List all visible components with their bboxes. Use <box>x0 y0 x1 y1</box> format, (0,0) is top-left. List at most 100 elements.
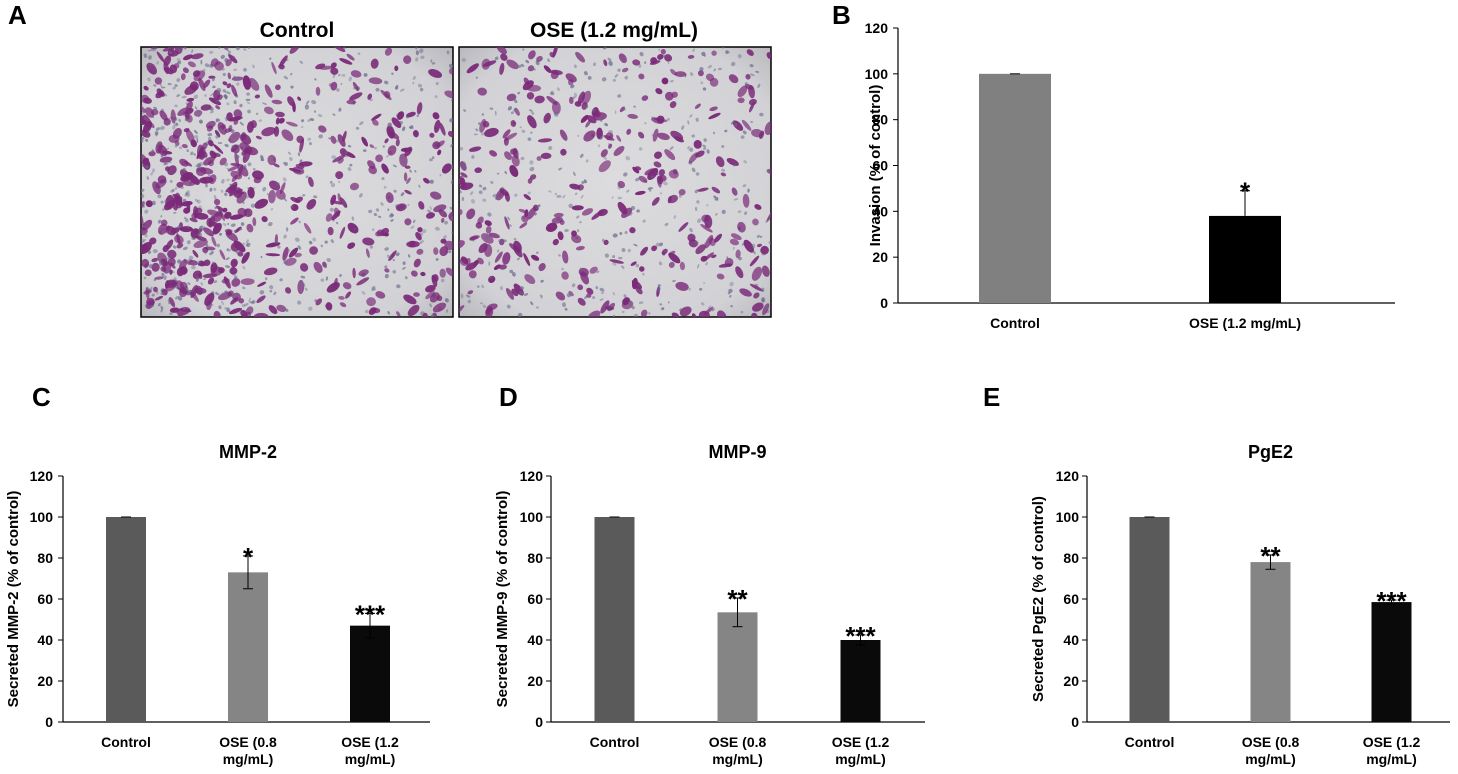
stained-cell <box>392 164 397 168</box>
stained-cell <box>176 58 181 62</box>
stained-cell <box>160 215 163 218</box>
stained-cell <box>202 142 208 150</box>
stained-cell <box>560 148 567 156</box>
stained-cell <box>543 112 551 124</box>
stained-cell <box>480 132 485 136</box>
stained-cell <box>485 225 492 234</box>
stained-cell <box>434 226 440 231</box>
stained-cell <box>263 106 274 115</box>
stained-cell <box>413 292 420 297</box>
stained-cell <box>669 101 677 109</box>
stained-cell <box>159 110 168 121</box>
stained-cell <box>460 293 464 299</box>
stained-cell <box>611 196 614 199</box>
stained-cell <box>205 244 209 247</box>
stained-cell <box>521 215 529 223</box>
stained-cell <box>697 264 700 269</box>
stained-cell <box>210 266 223 276</box>
stained-cell <box>412 76 416 80</box>
stained-cell <box>301 119 305 123</box>
stained-cell <box>390 219 394 222</box>
stained-cell <box>753 251 756 255</box>
stained-cell <box>406 116 409 119</box>
stained-cell <box>404 276 408 280</box>
stained-cell <box>233 100 237 105</box>
stained-cell <box>154 77 163 85</box>
stained-cell <box>674 71 687 78</box>
stained-cell <box>463 109 467 112</box>
stained-cell <box>284 257 297 266</box>
stained-cell <box>664 91 674 101</box>
y-tick-label: 60 <box>527 591 543 607</box>
stained-cell <box>193 207 203 216</box>
stained-cell <box>367 160 376 169</box>
stained-cell <box>159 83 162 87</box>
stained-cell <box>439 122 446 136</box>
stained-cell <box>276 304 287 313</box>
stained-cell <box>439 174 442 177</box>
stained-cell <box>703 138 707 142</box>
stained-cell <box>361 280 365 284</box>
stained-cell <box>210 93 214 97</box>
stained-cell <box>143 289 152 295</box>
stained-cell <box>561 302 567 308</box>
stained-cell <box>190 151 194 156</box>
stained-cell <box>478 190 483 195</box>
stained-cell <box>235 154 240 159</box>
stained-cell <box>561 267 564 271</box>
stained-cell <box>423 177 430 184</box>
stained-cell <box>419 241 422 244</box>
stained-cell <box>703 282 706 285</box>
stained-cell <box>613 146 625 156</box>
stained-cell <box>227 248 232 252</box>
stained-cell <box>587 310 601 317</box>
stained-cell <box>750 120 753 124</box>
stained-cell <box>412 219 416 224</box>
stained-cell <box>363 149 367 153</box>
stained-cell <box>638 73 645 80</box>
stained-cell <box>369 98 374 102</box>
stained-cell <box>558 254 561 257</box>
stained-cell <box>577 284 584 291</box>
stained-cell <box>381 163 389 174</box>
stained-cell <box>443 235 447 240</box>
stained-cell <box>580 93 583 96</box>
stained-cell <box>502 129 511 139</box>
stained-cell <box>601 238 605 242</box>
stained-cell <box>626 189 630 193</box>
stained-cell <box>502 252 511 265</box>
stained-cell <box>393 189 397 193</box>
stained-cell <box>163 162 167 166</box>
stained-cell <box>342 282 352 290</box>
stained-cell <box>537 204 541 208</box>
stained-cell <box>246 136 250 140</box>
stained-cell <box>318 113 323 118</box>
stained-cell <box>564 229 569 232</box>
stained-cell <box>655 88 663 95</box>
stained-cell <box>608 143 613 149</box>
stained-cell <box>451 231 453 234</box>
stained-cell <box>155 290 159 295</box>
stained-cell <box>225 265 231 268</box>
stained-cell <box>283 75 288 80</box>
stained-cell <box>309 142 312 146</box>
stained-cell <box>365 309 369 314</box>
stained-cell <box>708 237 716 247</box>
stained-cell <box>754 204 762 210</box>
y-tick-label: 120 <box>1056 468 1080 484</box>
chart-title: MMP-9 <box>709 442 767 462</box>
stained-cell <box>681 125 685 130</box>
stained-cell <box>630 205 636 211</box>
stained-cell <box>717 310 727 317</box>
stained-cell <box>396 311 401 317</box>
stained-cell <box>160 200 164 204</box>
stained-cell <box>402 126 406 132</box>
stained-cell <box>175 203 183 209</box>
stained-cell <box>156 145 159 149</box>
stained-cell <box>586 287 594 295</box>
stained-cell <box>603 59 608 67</box>
stained-cell <box>144 304 149 308</box>
stained-cell <box>264 84 273 98</box>
stained-cell <box>203 227 214 237</box>
stained-cell <box>230 258 238 268</box>
